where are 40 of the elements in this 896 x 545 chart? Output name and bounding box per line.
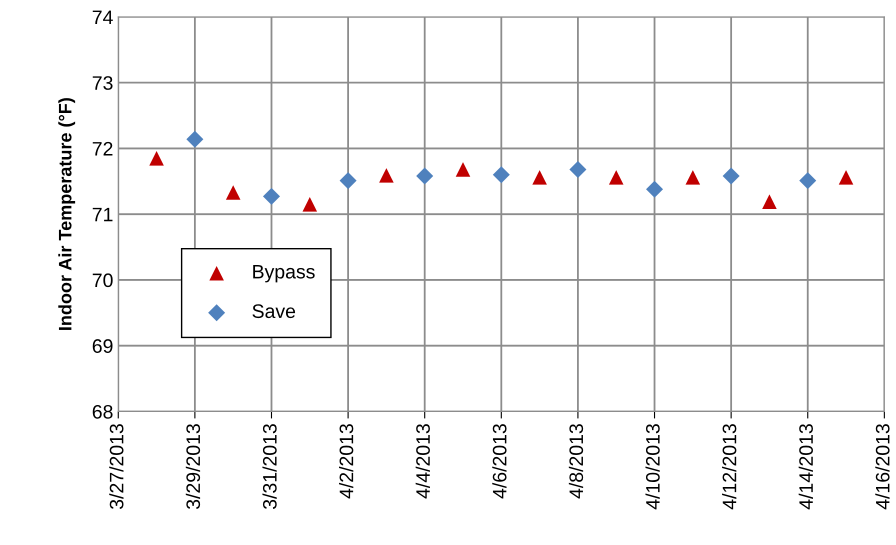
x-tick-label: 4/16/2013 xyxy=(875,424,890,510)
y-tick-label: 71 xyxy=(92,208,112,222)
y-tick-label: 68 xyxy=(92,404,113,419)
point xyxy=(456,162,470,177)
point xyxy=(492,166,510,184)
point xyxy=(186,130,204,148)
y-tick-label: 73 xyxy=(92,76,113,90)
legend-label: Bypass xyxy=(253,264,315,282)
x-tick-label: 4/8/2013 xyxy=(568,424,584,499)
x-tick-label: 3/27/2013 xyxy=(109,424,124,510)
x-tick-label: 3/31/2013 xyxy=(262,424,277,510)
point xyxy=(532,170,547,185)
point xyxy=(226,185,240,200)
x-tick-label: 4/10/2013 xyxy=(645,424,660,510)
y-axis-title: Indoor Air Temperature (°F) xyxy=(58,98,76,330)
point xyxy=(686,170,700,185)
point xyxy=(646,180,664,198)
point xyxy=(149,151,164,166)
point xyxy=(838,170,854,185)
y-tick-label: 70 xyxy=(92,273,113,288)
point xyxy=(262,188,280,205)
x-tick-label: 4/2/2013 xyxy=(339,424,354,499)
point xyxy=(379,168,394,183)
point xyxy=(569,160,586,178)
x-tick-label: 4/12/2013 xyxy=(722,424,736,510)
legend-label: Save xyxy=(252,304,296,318)
point xyxy=(799,172,816,190)
x-tick-label: 4/4/2013 xyxy=(416,424,430,499)
point xyxy=(302,197,318,212)
point xyxy=(762,194,777,209)
x-tick-label: 3/29/2013 xyxy=(186,424,200,510)
y-tick-label: 72 xyxy=(92,142,112,156)
y-tick-label: 74 xyxy=(92,10,113,24)
point xyxy=(340,172,357,190)
x-tick-label: 4/14/2013 xyxy=(798,424,813,510)
y-tick-label: 69 xyxy=(92,339,112,353)
point xyxy=(416,168,434,185)
point xyxy=(608,170,624,185)
x-tick-label: 4/6/2013 xyxy=(492,424,507,499)
point xyxy=(722,168,740,185)
